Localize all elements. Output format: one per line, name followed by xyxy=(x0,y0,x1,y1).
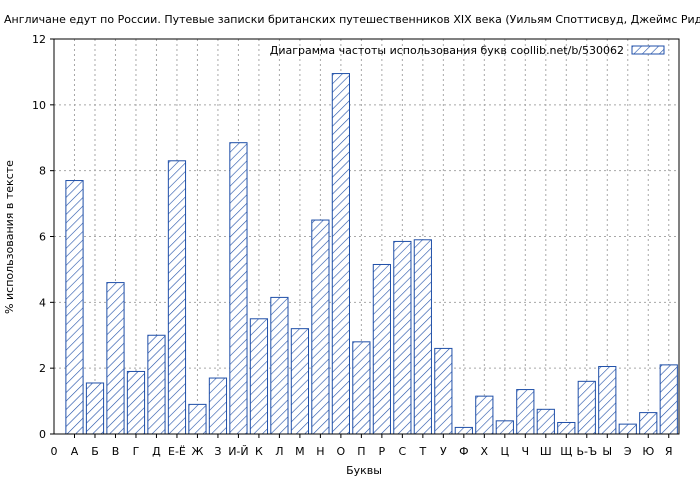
bar-К xyxy=(249,318,269,435)
y-tick-label: 4 xyxy=(39,296,46,309)
x-tick-label: О xyxy=(337,445,346,458)
x-tick-label: Ш xyxy=(540,445,552,458)
x-tick-label: Ю xyxy=(642,445,654,458)
chart-title: Англичане едут по России. Путевые записк… xyxy=(4,13,700,26)
bar-Н xyxy=(311,219,330,435)
x-tick-label: Ж xyxy=(192,445,204,458)
bar-Ы xyxy=(598,366,617,435)
y-tick-label: 8 xyxy=(39,165,46,178)
x-tick-label: А xyxy=(71,445,79,458)
bar-Т xyxy=(413,239,432,435)
x-tick-label: Н xyxy=(316,445,324,458)
y-tick-label: 12 xyxy=(32,33,46,46)
x-tick-label: Б xyxy=(91,445,99,458)
gridlines xyxy=(54,38,679,434)
x-tick-label: Х xyxy=(481,445,489,458)
y-tick-label: 2 xyxy=(39,362,46,375)
bar-Ч xyxy=(516,389,535,435)
legend-swatch xyxy=(631,45,665,55)
x-tick-label: Т xyxy=(418,445,426,458)
x-tick-label: К xyxy=(255,445,263,458)
legend: Диаграмма частоты использования букв coo… xyxy=(270,44,665,57)
x-tick-label: Я xyxy=(665,445,673,458)
bar-Ш xyxy=(536,408,555,435)
bar-Х xyxy=(475,395,494,435)
x-tick-label: В xyxy=(112,445,120,458)
bar-Ц xyxy=(495,420,514,435)
x-tick-label: П xyxy=(357,445,365,458)
x-tick-label: Ф xyxy=(459,445,468,458)
x-tick-label: Ч xyxy=(522,445,530,458)
bar-У xyxy=(434,347,453,435)
x-tick-label: Ь-Ъ xyxy=(576,445,597,458)
bar-Ю xyxy=(639,412,658,435)
x-tick-label: М xyxy=(295,445,305,458)
x-tick-label: Р xyxy=(379,445,386,458)
x-axis-title: Буквы xyxy=(346,464,382,477)
bar-Л xyxy=(270,296,289,435)
bar-Г xyxy=(126,370,146,435)
bar-И-Й xyxy=(229,142,248,435)
x-tick-label: Л xyxy=(275,445,283,458)
x-tick-label: И-Й xyxy=(228,445,248,458)
x-tick-label: Э xyxy=(624,445,632,458)
x-tick-label: У xyxy=(440,445,447,458)
bar-Р xyxy=(372,263,391,435)
x-tick-label: З xyxy=(214,445,221,458)
y-tick-label: 6 xyxy=(39,231,46,244)
bar-О xyxy=(331,73,350,435)
bar-Я xyxy=(659,364,678,435)
x-tick-label: Д xyxy=(152,445,161,458)
x-axis-ticks: 0 А Б В Г Д Е-Ё Ж З И-Й К Л М Н О П Р С Т У Ф Х Ц Ч Ш Щ Ь-Ъ Ы Э Ю Я xyxy=(51,434,673,458)
bar-Д xyxy=(147,334,166,435)
bar-Е-Ё xyxy=(167,160,187,435)
x-tick-label: Ы xyxy=(602,445,612,458)
y-tick-label: 10 xyxy=(32,99,46,112)
bar-Э xyxy=(618,423,637,435)
bar-Б xyxy=(85,382,105,435)
x-tick-label: Щ xyxy=(560,445,572,458)
x-tick-label: С xyxy=(399,445,407,458)
bar-Ь-Ъ xyxy=(577,380,596,435)
bar-С xyxy=(393,240,412,435)
y-tick-label: 0 xyxy=(39,428,46,441)
bar-Ф xyxy=(454,426,473,435)
bar-П xyxy=(352,341,371,435)
bar-З xyxy=(208,377,228,435)
bar-Ж xyxy=(188,403,207,435)
x-axis-origin-label: 0 xyxy=(51,445,58,458)
bar-М xyxy=(290,328,310,435)
bars xyxy=(65,73,678,435)
legend-label: Диаграмма частоты использования букв coo… xyxy=(270,44,624,57)
y-axis-title: % использования в тексте xyxy=(3,160,16,314)
bar-А xyxy=(65,180,84,435)
bar-В xyxy=(106,282,125,435)
x-tick-label: Е-Ё xyxy=(168,445,186,458)
y-axis-ticks: 0 2 4 6 8 10 12 xyxy=(32,33,54,441)
x-tick-label: Г xyxy=(133,445,140,458)
x-tick-label: Ц xyxy=(501,445,510,458)
bar-Щ xyxy=(557,421,576,435)
